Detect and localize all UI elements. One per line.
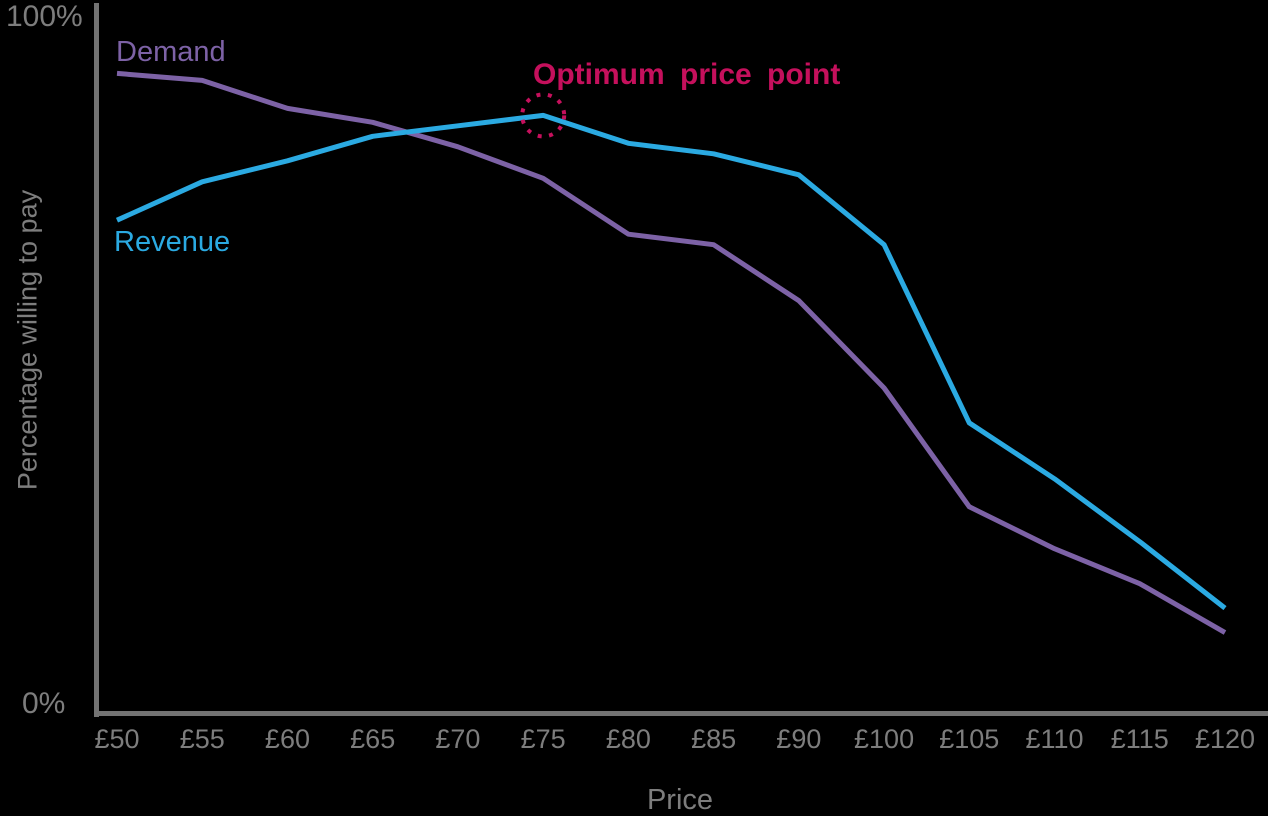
revenue-line bbox=[115, 112, 1227, 611]
x-axis-line bbox=[94, 711, 1268, 716]
demand-series-label: Demand bbox=[116, 36, 226, 68]
x-tick-label: £85 bbox=[691, 724, 737, 754]
optimum-marker-circle bbox=[520, 92, 567, 139]
x-tick-label: £100 bbox=[854, 724, 915, 754]
demand-line bbox=[116, 70, 1227, 635]
x-tick-label: £105 bbox=[939, 724, 1000, 754]
x-tick-label: £90 bbox=[776, 724, 822, 754]
y-max-label: 100% bbox=[6, 0, 83, 33]
revenue-series-label: Revenue bbox=[114, 226, 231, 258]
x-tick-label: £110 bbox=[1025, 724, 1084, 754]
x-tick-label: £80 bbox=[605, 724, 651, 754]
x-tick-label: £75 bbox=[520, 724, 566, 754]
y-axis-title: Percentage willing to pay bbox=[12, 189, 43, 491]
optimum-annotation-label: Optimum price point bbox=[533, 58, 841, 91]
y-min-label: 0% bbox=[22, 687, 66, 720]
x-axis-title: Price bbox=[646, 784, 714, 816]
x-tick-label: £60 bbox=[264, 724, 310, 754]
x-tick-label: £65 bbox=[350, 724, 396, 754]
x-tick-label: £120 bbox=[1194, 724, 1256, 754]
x-tick-label: £55 bbox=[179, 724, 225, 754]
y-axis-line bbox=[94, 3, 99, 717]
x-tick-labels: £50 £55 £60 £65 £70 £75 £80 £85 £90 £100 £105 £110 £… bbox=[0, 726, 1268, 756]
x-tick-label: £115 bbox=[1110, 724, 1169, 754]
x-tick-label: £70 bbox=[435, 724, 481, 754]
x-tick-label: £50 bbox=[94, 724, 140, 754]
